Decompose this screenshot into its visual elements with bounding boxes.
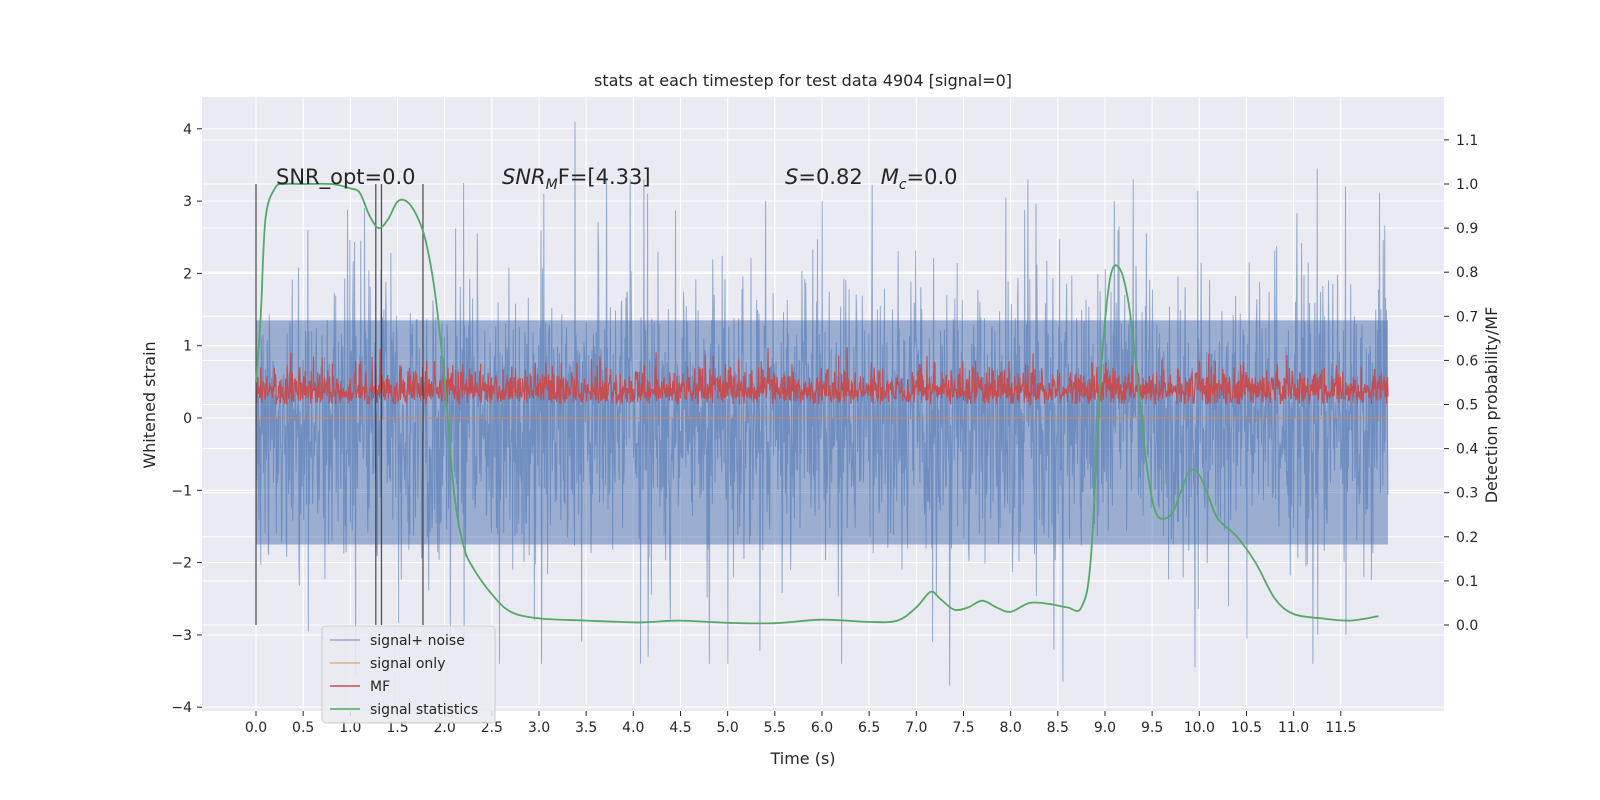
x-tick-label: 9.5 — [1141, 720, 1163, 736]
legend: signal+ noise signal only MF signal stat… — [321, 625, 496, 724]
x-tick-label: 9.0 — [1094, 720, 1116, 736]
y-tick-label: 3 — [183, 194, 192, 210]
annotation-s-value: =0.82 — [798, 165, 862, 189]
x-tick-label: 8.5 — [1047, 720, 1069, 736]
x-tick-label: 6.0 — [811, 720, 833, 736]
annotation-snr-opt: SNR_opt=0.0 — [276, 165, 416, 190]
y-axis-right-label: Detection probability/MF — [1482, 307, 1501, 504]
x-tick-label: 5.5 — [764, 720, 786, 736]
legend-label-signal-noise: signal+ noise — [370, 633, 465, 649]
y-tick-label: 2 — [183, 266, 192, 282]
x-tick-label: 5.0 — [717, 720, 739, 736]
x-tick-label: 7.5 — [952, 720, 974, 736]
annotation-snr-mf-tail: F=[4.33] — [558, 165, 651, 189]
x-tick-label: 3.5 — [575, 720, 597, 736]
annotation-s-label: S — [785, 165, 798, 189]
y-right-tick-label: 1.0 — [1456, 177, 1478, 193]
y-right-tick-label: 1.1 — [1456, 133, 1478, 149]
x-axis-label: Time (s) — [769, 749, 835, 768]
y-tick-label: 0 — [183, 411, 192, 427]
annotation-mc-value: =0.0 — [907, 165, 958, 189]
annotation-s-mc: S=0.82 Mc=0.0 — [785, 165, 958, 193]
x-tick-label: 8.0 — [1000, 720, 1022, 736]
x-tick-label: 6.5 — [858, 720, 880, 736]
y-tick-label: 4 — [183, 122, 192, 138]
y-right-tick-label: 0.7 — [1456, 309, 1478, 325]
signal-statistics-line — [255, 182, 1379, 625]
x-tick-label: 3.0 — [528, 720, 550, 736]
y-tick-label: −2 — [171, 556, 192, 572]
annotation-snr-mf-base: SNR — [502, 165, 546, 189]
x-tick-label: 1.5 — [386, 720, 408, 736]
y-right-tick-label: 0.0 — [1456, 618, 1478, 634]
chart-title: stats at each timestep for test data 490… — [594, 71, 1012, 90]
x-tick-label: 4.0 — [622, 720, 644, 736]
y-right-tick-label: 0.2 — [1456, 530, 1478, 546]
legend-label-mf: MF — [370, 679, 390, 695]
y-axis-label: Whitened strain — [140, 341, 159, 468]
x-tick-label: 10.5 — [1231, 720, 1262, 736]
x-tick-label: 11.5 — [1325, 720, 1356, 736]
y-tick-label: −1 — [171, 483, 192, 499]
x-tick-label: 1.0 — [339, 720, 361, 736]
x-tick-label: 4.5 — [669, 720, 691, 736]
x-tick-label: 0.0 — [245, 720, 267, 736]
annotation-snr-mf: SNRMF=[4.33] — [502, 165, 651, 193]
y-right-tick-label: 0.1 — [1456, 574, 1478, 590]
y-right-tick-label: 0.9 — [1456, 221, 1478, 237]
x-tick-label: 10.0 — [1184, 720, 1215, 736]
legend-label-signal-statistics: signal statistics — [370, 702, 478, 718]
annotation-mc-label: M — [881, 165, 899, 189]
annotation-mc-sub: c — [899, 177, 907, 193]
y-right-tick-label: 0.5 — [1456, 398, 1478, 414]
annotation-snr-mf-sub: M — [546, 177, 558, 193]
legend-box — [321, 625, 496, 724]
x-tick-label: 0.5 — [292, 720, 314, 736]
y-tick-label: −3 — [171, 628, 192, 644]
x-tick-label: 2.5 — [481, 720, 503, 736]
y-right-tick-label: 0.6 — [1456, 353, 1478, 369]
y-tick-label: −4 — [171, 700, 192, 716]
x-tick-label: 2.0 — [434, 720, 456, 736]
legend-label-signal-only: signal only — [370, 656, 445, 672]
y-right-tick-label: 0.3 — [1456, 486, 1478, 502]
x-tick-label: 7.0 — [905, 720, 927, 736]
y-right-tick-label: 0.4 — [1456, 442, 1478, 458]
y-right-tick-label: 0.8 — [1456, 265, 1478, 281]
y-tick-label: 1 — [183, 339, 192, 355]
x-tick-label: 11.0 — [1278, 720, 1309, 736]
